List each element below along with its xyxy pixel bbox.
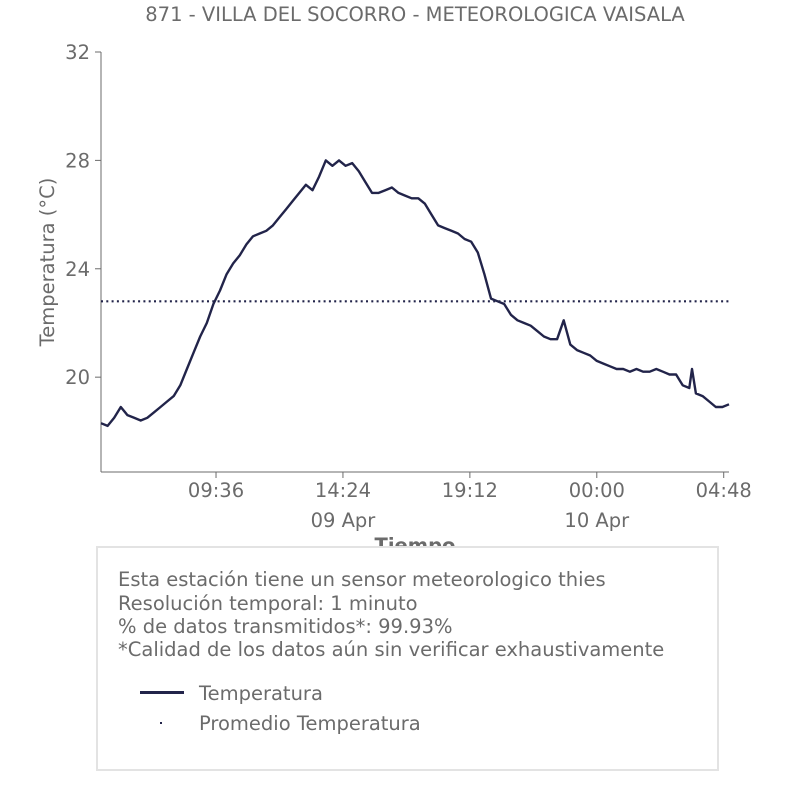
- info-resolution: Resolución temporal: 1 minuto: [118, 592, 418, 615]
- x-tick-date-label: 09 Apr: [311, 509, 377, 532]
- series-layer: [100, 159, 730, 428]
- chart-title: 871 - VILLA DEL SOCORRO - METEOROLOGICA …: [145, 3, 685, 26]
- y-tick-label: 32: [65, 41, 90, 64]
- legend-box: Esta estación tiene un sensor meteorolog…: [96, 546, 719, 771]
- x-tick-label: 00:00: [569, 479, 625, 502]
- x-tick-label: 19:12: [442, 479, 498, 502]
- x-tick-label: 09:36: [188, 479, 244, 502]
- info-sensor: Esta estación tiene un sensor meteorolog…: [118, 568, 606, 591]
- y-axis-label: Temperatura (°C): [36, 178, 59, 348]
- y-tick-label: 24: [65, 258, 90, 281]
- series-temperatura: [100, 159, 730, 428]
- ticks-layer: 32 28 24 20 09:36 14:24 09 Apr 19:12 00:00 10 Apr…: [65, 41, 752, 532]
- legend-temperatura-label: Temperatura: [199, 682, 323, 705]
- legend-promedio-swatch: [160, 722, 162, 724]
- legend-promedio-label: Promedio Temperatura: [199, 712, 421, 735]
- y-tick-label: 28: [65, 149, 90, 172]
- info-quality-note: *Calidad de los datos aún sin verificar …: [118, 638, 665, 661]
- x-tick-label: 04:48: [696, 479, 752, 502]
- info-transmitted: % de datos transmitidos*: 99.93%: [118, 615, 453, 638]
- x-tick-label: 14:24: [315, 479, 371, 502]
- y-tick-label: 20: [65, 366, 90, 389]
- legend-temperatura-swatch: [140, 691, 184, 694]
- x-tick-date-label: 10 Apr: [564, 509, 630, 532]
